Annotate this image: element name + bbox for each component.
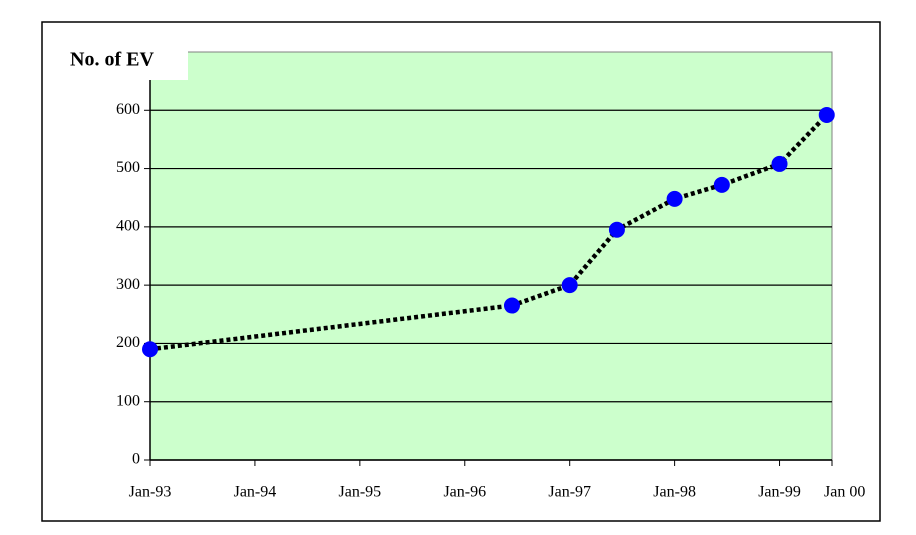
x-tick-label: Jan-94 <box>234 484 277 501</box>
y-tick-label: 500 <box>116 159 140 176</box>
x-tick-label: Jan-96 <box>443 484 486 501</box>
x-tick-label: Jan-93 <box>129 484 172 501</box>
y-tick-label: 300 <box>116 276 140 293</box>
y-tick-label: 100 <box>116 392 140 409</box>
data-point <box>608 221 625 238</box>
data-point <box>771 155 788 172</box>
data-line <box>149 113 829 352</box>
data-point <box>713 176 730 193</box>
data-point <box>666 190 683 207</box>
data-point <box>818 106 835 123</box>
x-tick-label: Jan-99 <box>758 484 801 501</box>
y-tick-label: 0 <box>132 451 140 468</box>
data-point <box>503 297 520 314</box>
data-point <box>142 341 158 358</box>
plot-area <box>149 51 833 461</box>
x-tick-label: Jan-97 <box>548 484 591 501</box>
y-tick-label: 600 <box>116 101 140 118</box>
data-point <box>561 277 578 294</box>
y-tick-label: 400 <box>116 218 140 235</box>
title-box <box>58 44 188 80</box>
x-tick-label: Jan-98 <box>653 484 696 501</box>
x-tick-label: Jan-95 <box>339 484 382 501</box>
x-tick-label: Jan 00 <box>824 484 865 501</box>
y-tick-label: 200 <box>116 334 140 351</box>
chart-title: No. of EV <box>70 49 154 71</box>
